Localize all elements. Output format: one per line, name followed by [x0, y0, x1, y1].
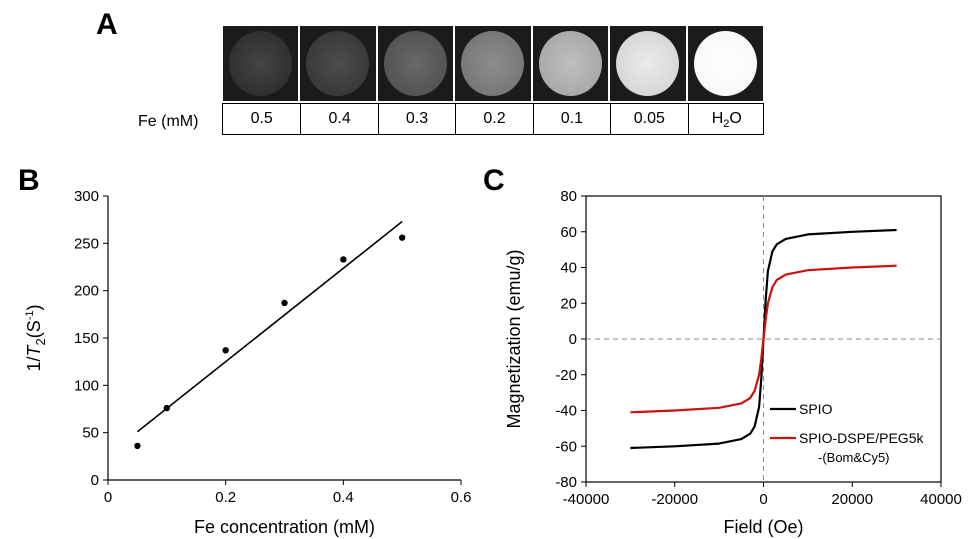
- y-tick-label: 250: [74, 235, 99, 252]
- y-axis-label: Magnetization (emu/g): [504, 249, 524, 428]
- mri-phantom-signal: [306, 31, 370, 96]
- y-tick-label: -80: [555, 474, 577, 491]
- fe-concentration-cell: 0.3: [377, 104, 455, 134]
- x-axis-label: Field (Oe): [723, 517, 803, 537]
- data-point: [134, 442, 141, 450]
- y-tick-label: 40: [560, 260, 577, 277]
- legend-label: SPIO: [799, 401, 833, 417]
- x-tick-label: 0.4: [333, 489, 354, 506]
- mri-phantom-signal: [538, 31, 602, 96]
- y-tick-label: 100: [74, 377, 99, 394]
- magnetization-curve: [630, 264, 897, 414]
- mri-phantom-image: [377, 26, 454, 101]
- mri-phantom-signal: [229, 31, 292, 96]
- fe-concentration-row-label: Fe (mM): [138, 113, 199, 130]
- data-point: [340, 256, 347, 263]
- legend-label: SPIO-DSPE/PEG5k: [799, 430, 924, 446]
- fe-concentration-cell: 0.2: [455, 104, 532, 134]
- mri-phantom-image: [610, 26, 686, 101]
- mri-phantom-image: [455, 26, 531, 101]
- panel-b-letter: B: [18, 164, 40, 197]
- panel-c-letter: C: [483, 164, 505, 197]
- fe-concentration-cell: 0.05: [610, 104, 687, 134]
- y-tick-label: 0: [91, 472, 99, 489]
- legend-label: -(Bom&Cy5): [818, 450, 890, 465]
- x-tick-label: 20000: [831, 491, 873, 508]
- y-tick-label: 0: [569, 331, 577, 348]
- y-tick-label: -60: [555, 438, 577, 455]
- data-point: [281, 299, 288, 307]
- linear-fit-line: [136, 220, 403, 433]
- mri-phantom-signal: [461, 31, 525, 96]
- mri-phantom-signal: [383, 31, 447, 96]
- y-tick-label: 80: [560, 188, 577, 205]
- data-point: [163, 404, 171, 412]
- x-axis-label: Fe concentration (mM): [194, 517, 375, 537]
- y-tick-label: 50: [82, 425, 99, 442]
- y-tick-label: 150: [74, 330, 99, 347]
- mri-phantom-image: [223, 26, 299, 101]
- fe-concentration-cell: H2O: [687, 104, 765, 134]
- fe-concentration-table: 0.5 0.4 0.3 0.2 0.1 0.05 H2O: [222, 103, 764, 135]
- y-tick-label: 20: [560, 295, 577, 312]
- mri-phantom-image: [300, 26, 376, 101]
- y-tick-label: 300: [74, 188, 99, 205]
- y-tick-label: -20: [555, 367, 577, 384]
- panel-a-letter: A: [96, 8, 118, 41]
- mri-phantom-signal: [616, 31, 680, 96]
- x-tick-label: 40000: [920, 491, 962, 508]
- y-tick-label: -40: [555, 403, 577, 420]
- mri-phantom-signal: [693, 31, 757, 96]
- y-tick-label: 60: [560, 224, 577, 241]
- x-tick-label: -40000: [563, 491, 610, 508]
- fe-concentration-cell: 0.1: [532, 104, 610, 134]
- mri-phantom-image: [532, 26, 609, 101]
- x-tick-label: 0: [104, 489, 112, 506]
- x-tick-label: -20000: [651, 491, 698, 508]
- y-tick-label: 200: [74, 283, 99, 300]
- fe-concentration-cell: 0.5: [250, 110, 273, 127]
- x-tick-label: 0: [759, 491, 767, 508]
- x-tick-label: 0.6: [451, 489, 472, 506]
- fe-concentration-cell: 0.4: [300, 104, 377, 134]
- mri-phantom-image: [687, 26, 763, 101]
- data-point: [398, 234, 406, 241]
- x-tick-label: 0.2: [215, 489, 236, 506]
- mri-image-strip: [222, 26, 764, 101]
- data-point: [222, 347, 229, 354]
- y-axis-label: 1/T2(S-1): [24, 304, 48, 371]
